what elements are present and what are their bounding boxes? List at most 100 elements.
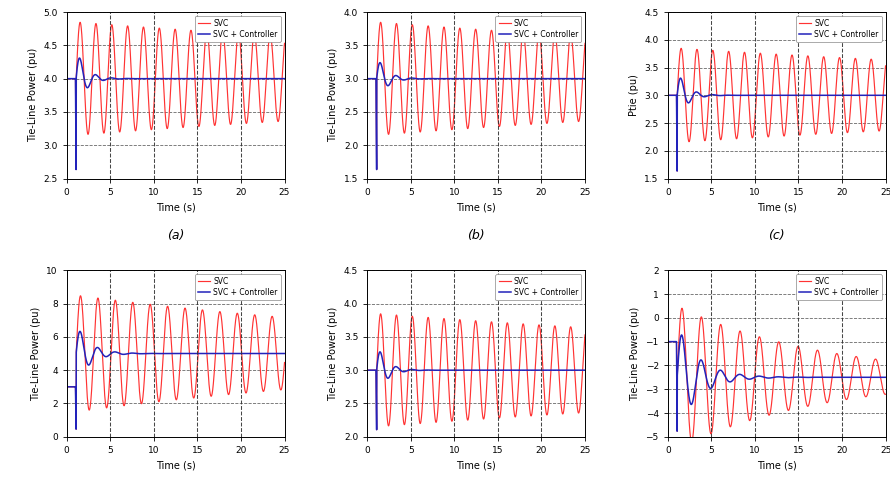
Line: SVC + Controller: SVC + Controller	[368, 62, 585, 169]
SVC	[862, 389, 873, 395]
SVC + Controller	[61, 384, 72, 390]
SVC	[862, 80, 873, 86]
SVC	[766, 402, 777, 408]
SVC	[880, 391, 890, 397]
SVC	[662, 339, 673, 345]
SVC + Controller	[279, 350, 290, 356]
X-axis label: Time (s): Time (s)	[756, 460, 797, 470]
SVC	[165, 92, 175, 98]
SVC	[676, 305, 687, 311]
SVC + Controller	[521, 76, 531, 82]
SVC + Controller	[672, 428, 683, 434]
X-axis label: Time (s): Time (s)	[457, 202, 496, 212]
SVC	[766, 106, 777, 112]
SVC + Controller	[456, 367, 466, 373]
SVC + Controller	[880, 374, 890, 380]
SVC + Controller	[456, 76, 466, 82]
SVC + Controller	[754, 373, 765, 379]
SVC	[272, 119, 283, 124]
Text: (a): (a)	[167, 228, 184, 241]
SVC + Controller	[672, 168, 683, 174]
SVC	[756, 52, 766, 58]
SVC	[456, 28, 466, 34]
SVC + Controller	[821, 93, 831, 98]
SVC	[573, 119, 584, 124]
SVC + Controller	[862, 374, 873, 380]
SVC + Controller	[454, 367, 465, 373]
SVC + Controller	[220, 76, 231, 82]
SVC + Controller	[71, 426, 82, 432]
SVC + Controller	[362, 367, 373, 373]
Legend: SVC, SVC + Controller: SVC, SVC + Controller	[796, 16, 882, 42]
SVC	[579, 40, 590, 46]
Y-axis label: Tie-Line Power (pu): Tie-Line Power (pu)	[328, 306, 338, 401]
SVC	[153, 398, 164, 404]
SVC	[562, 352, 573, 358]
SVC + Controller	[579, 367, 590, 373]
SVC + Controller	[465, 367, 476, 373]
SVC + Controller	[220, 350, 231, 356]
SVC + Controller	[262, 76, 272, 82]
Y-axis label: Ptie (pu): Ptie (pu)	[629, 74, 639, 116]
SVC + Controller	[573, 76, 584, 82]
SVC + Controller	[454, 76, 465, 82]
SVC	[579, 332, 590, 338]
Legend: SVC, SVC + Controller: SVC, SVC + Controller	[796, 274, 882, 300]
SVC + Controller	[465, 76, 476, 82]
SVC + Controller	[279, 76, 290, 82]
SVC	[521, 340, 531, 346]
SVC	[362, 367, 373, 373]
SVC + Controller	[766, 375, 777, 381]
SVC + Controller	[662, 339, 673, 345]
SVC + Controller	[362, 76, 373, 82]
Line: SVC: SVC	[368, 22, 585, 169]
Y-axis label: Tie-Line Power (pu): Tie-Line Power (pu)	[630, 306, 640, 401]
SVC	[61, 384, 72, 390]
SVC + Controller	[880, 93, 890, 98]
Y-axis label: Tie-Line Power (pu): Tie-Line Power (pu)	[30, 306, 41, 401]
SVC	[61, 76, 72, 82]
SVC + Controller	[662, 93, 673, 98]
SVC + Controller	[74, 55, 85, 61]
SVC	[71, 167, 82, 172]
SVC	[279, 40, 290, 46]
SVC	[686, 439, 697, 445]
Y-axis label: Tie-Line Power (pu): Tie-Line Power (pu)	[28, 48, 37, 143]
SVC + Controller	[766, 93, 777, 98]
X-axis label: Time (s): Time (s)	[156, 202, 196, 212]
SVC	[874, 128, 885, 134]
SVC	[754, 53, 765, 59]
SVC + Controller	[874, 374, 885, 380]
SVC + Controller	[754, 93, 765, 98]
SVC + Controller	[375, 60, 385, 65]
SVC	[153, 29, 164, 35]
Legend: SVC, SVC + Controller: SVC, SVC + Controller	[496, 274, 581, 300]
SVC	[676, 46, 686, 51]
X-axis label: Time (s): Time (s)	[156, 460, 196, 470]
SVC + Controller	[371, 167, 382, 172]
SVC	[75, 19, 85, 25]
SVC + Controller	[375, 349, 385, 355]
SVC + Controller	[75, 328, 85, 334]
SVC	[672, 168, 683, 174]
SVC	[376, 311, 386, 317]
SVC + Controller	[61, 76, 72, 82]
SVC	[454, 320, 465, 326]
SVC	[821, 70, 831, 76]
SVC + Controller	[676, 332, 687, 338]
Line: SVC + Controller: SVC + Controller	[668, 335, 886, 431]
SVC + Controller	[155, 76, 166, 82]
Legend: SVC, SVC + Controller: SVC, SVC + Controller	[195, 16, 280, 42]
SVC	[456, 319, 466, 325]
Line: SVC: SVC	[67, 296, 285, 429]
SVC	[821, 398, 831, 404]
SVC	[562, 61, 573, 67]
Line: SVC + Controller: SVC + Controller	[67, 58, 285, 169]
SVC + Controller	[756, 373, 766, 379]
SVC	[874, 366, 885, 372]
Text: (b): (b)	[467, 228, 485, 241]
SVC	[376, 19, 386, 25]
SVC + Controller	[874, 93, 885, 98]
SVC + Controller	[821, 374, 831, 380]
Y-axis label: Tie-Line Power (pu): Tie-Line Power (pu)	[328, 48, 338, 143]
